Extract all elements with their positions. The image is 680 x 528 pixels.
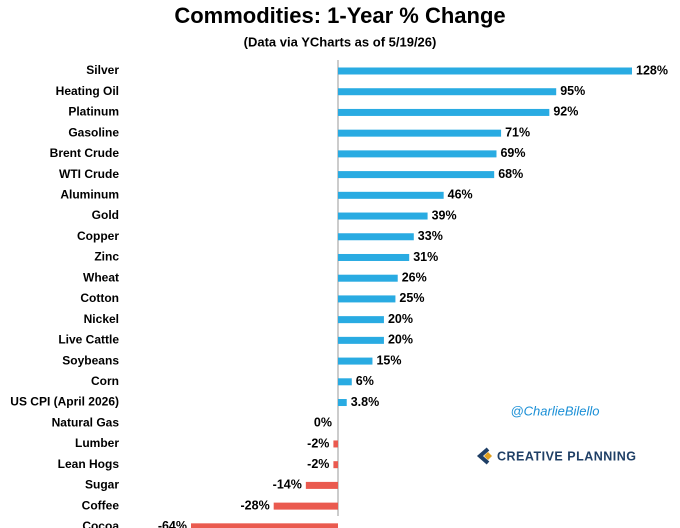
value-label: 20%: [388, 333, 413, 347]
category-label: Gasoline: [68, 125, 119, 139]
category-label: Live Cattle: [58, 333, 119, 347]
category-label: Silver: [86, 63, 119, 77]
category-label: Brent Crude: [50, 146, 120, 160]
bar: [333, 461, 338, 469]
bar: [338, 253, 410, 261]
category-label: Cocoa: [82, 519, 119, 528]
value-label: -2%: [307, 457, 329, 471]
bar: [338, 171, 495, 179]
bar: [338, 212, 428, 220]
bar: [338, 378, 352, 386]
category-label: Heating Oil: [56, 84, 119, 98]
category-label: Corn: [91, 374, 119, 388]
logo-icon-center: [484, 452, 492, 460]
bar: [305, 481, 338, 489]
category-label: Wheat: [83, 270, 119, 284]
value-label: -14%: [273, 478, 302, 492]
bar: [333, 440, 338, 448]
value-label: 31%: [413, 250, 438, 264]
value-label: 95%: [560, 84, 585, 98]
bar: [273, 502, 338, 510]
category-label: Cotton: [80, 291, 119, 305]
category-label: Natural Gas: [52, 415, 120, 429]
value-label: -64%: [158, 519, 187, 528]
bar: [338, 274, 398, 282]
category-label: Gold: [92, 208, 119, 222]
logo: CREATIVE PLANNING: [476, 447, 637, 465]
chart-subtitle: (Data via YCharts as of 5/19/26): [244, 34, 437, 49]
value-label: 92%: [553, 105, 578, 119]
bar: [338, 129, 502, 137]
value-label: 6%: [356, 374, 374, 388]
logo-icon: [476, 447, 490, 465]
value-label: 68%: [498, 167, 523, 181]
value-label: -2%: [307, 436, 329, 450]
category-label: Sugar: [85, 478, 119, 492]
value-label: 25%: [399, 291, 424, 305]
bar: [338, 399, 347, 407]
category-label: Platinum: [68, 105, 119, 119]
value-label: 39%: [432, 208, 457, 222]
bar: [338, 233, 414, 241]
category-label: WTI Crude: [59, 167, 119, 181]
category-label: Nickel: [84, 312, 119, 326]
category-label: US CPI (April 2026): [10, 395, 119, 409]
bar: [338, 191, 444, 199]
value-label: 0%: [314, 416, 332, 430]
category-label: Copper: [77, 229, 119, 243]
value-label: -28%: [241, 498, 270, 512]
category-label: Aluminum: [60, 187, 119, 201]
chart-title: Commodities: 1-Year % Change: [174, 3, 505, 28]
value-label: 20%: [388, 312, 413, 326]
bar: [338, 88, 557, 96]
bar: [338, 357, 373, 365]
logo-text: CREATIVE PLANNING: [497, 449, 637, 463]
bar: [338, 67, 632, 75]
value-label: 26%: [402, 270, 427, 284]
value-label: 3.8%: [351, 395, 380, 409]
value-label: 128%: [636, 63, 668, 77]
bar: [338, 150, 497, 158]
value-label: 69%: [500, 146, 525, 160]
value-label: 71%: [505, 125, 530, 139]
bar: [338, 295, 396, 303]
value-label: 15%: [376, 353, 401, 367]
bar: [338, 108, 550, 116]
value-label: 46%: [448, 188, 473, 202]
handle-annotation: @CharlieBilello: [510, 403, 599, 418]
category-label: Lean Hogs: [58, 457, 120, 471]
category-label: Coffee: [82, 498, 120, 512]
category-label: Lumber: [75, 436, 119, 450]
category-label: Soybeans: [62, 353, 119, 367]
bar: [338, 336, 384, 344]
value-label: 33%: [418, 229, 443, 243]
bar: [191, 523, 338, 528]
bar: [338, 316, 384, 324]
category-label: Zinc: [94, 250, 119, 264]
